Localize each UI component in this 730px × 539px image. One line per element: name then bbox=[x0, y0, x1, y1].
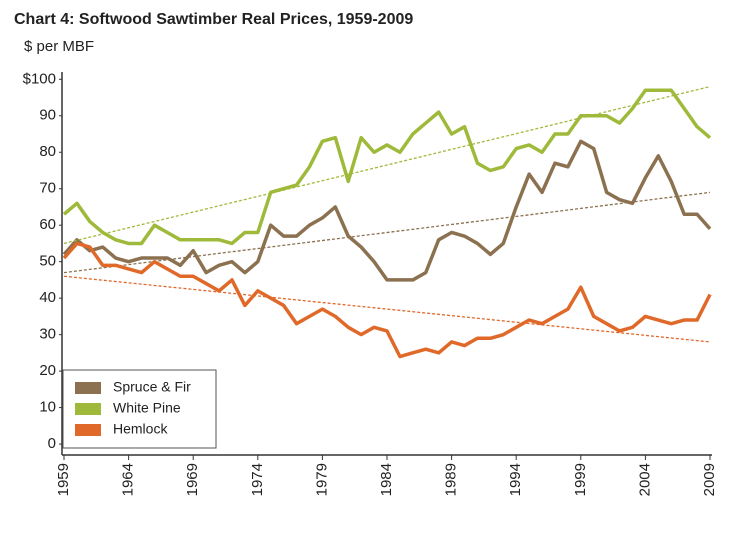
x-tick-label: 2009 bbox=[701, 463, 718, 496]
series-line bbox=[62, 241, 712, 359]
series-line bbox=[62, 139, 712, 282]
y-tick-label: 0 bbox=[48, 435, 56, 452]
y-tick-label: 80 bbox=[39, 143, 56, 160]
x-tick-label: 1999 bbox=[572, 463, 589, 496]
y-tick-label: 20 bbox=[39, 362, 56, 379]
trend-line bbox=[63, 275, 711, 343]
y-tick-label: 30 bbox=[39, 326, 56, 343]
x-tick-label: 1989 bbox=[443, 463, 460, 496]
x-tick-label: 1974 bbox=[249, 463, 266, 496]
legend-swatch bbox=[75, 424, 101, 436]
x-tick-label: 2004 bbox=[636, 463, 653, 496]
chart-subtitle: $ per MBF bbox=[24, 38, 94, 55]
y-tick-label: 90 bbox=[39, 107, 56, 124]
legend-swatch bbox=[75, 403, 101, 415]
trend-line bbox=[63, 191, 711, 274]
x-tick-label: 1959 bbox=[55, 463, 72, 496]
y-tick-label: 50 bbox=[39, 253, 56, 270]
x-tick-label: 1969 bbox=[184, 463, 201, 496]
y-tick-label: $100 bbox=[23, 70, 56, 87]
x-tick-label: 1994 bbox=[507, 463, 524, 496]
x-tick-label: 1984 bbox=[378, 463, 395, 496]
x-tick-label: 1979 bbox=[313, 463, 330, 496]
legend-label: White Pine bbox=[113, 400, 181, 416]
y-tick-label: 60 bbox=[39, 216, 56, 233]
trend-line bbox=[63, 85, 711, 245]
y-tick-label: 70 bbox=[39, 180, 56, 197]
x-tick-label: 1964 bbox=[120, 463, 137, 496]
y-tick-label: 10 bbox=[39, 399, 56, 416]
series-line bbox=[62, 88, 712, 246]
chart-title: Chart 4: Softwood Sawtimber Real Prices,… bbox=[14, 11, 413, 28]
y-tick-label: 40 bbox=[39, 289, 56, 306]
legend-label: Spruce & Fir bbox=[113, 379, 191, 395]
legend-label: Hemlock bbox=[113, 421, 168, 437]
legend-swatch bbox=[75, 382, 101, 394]
